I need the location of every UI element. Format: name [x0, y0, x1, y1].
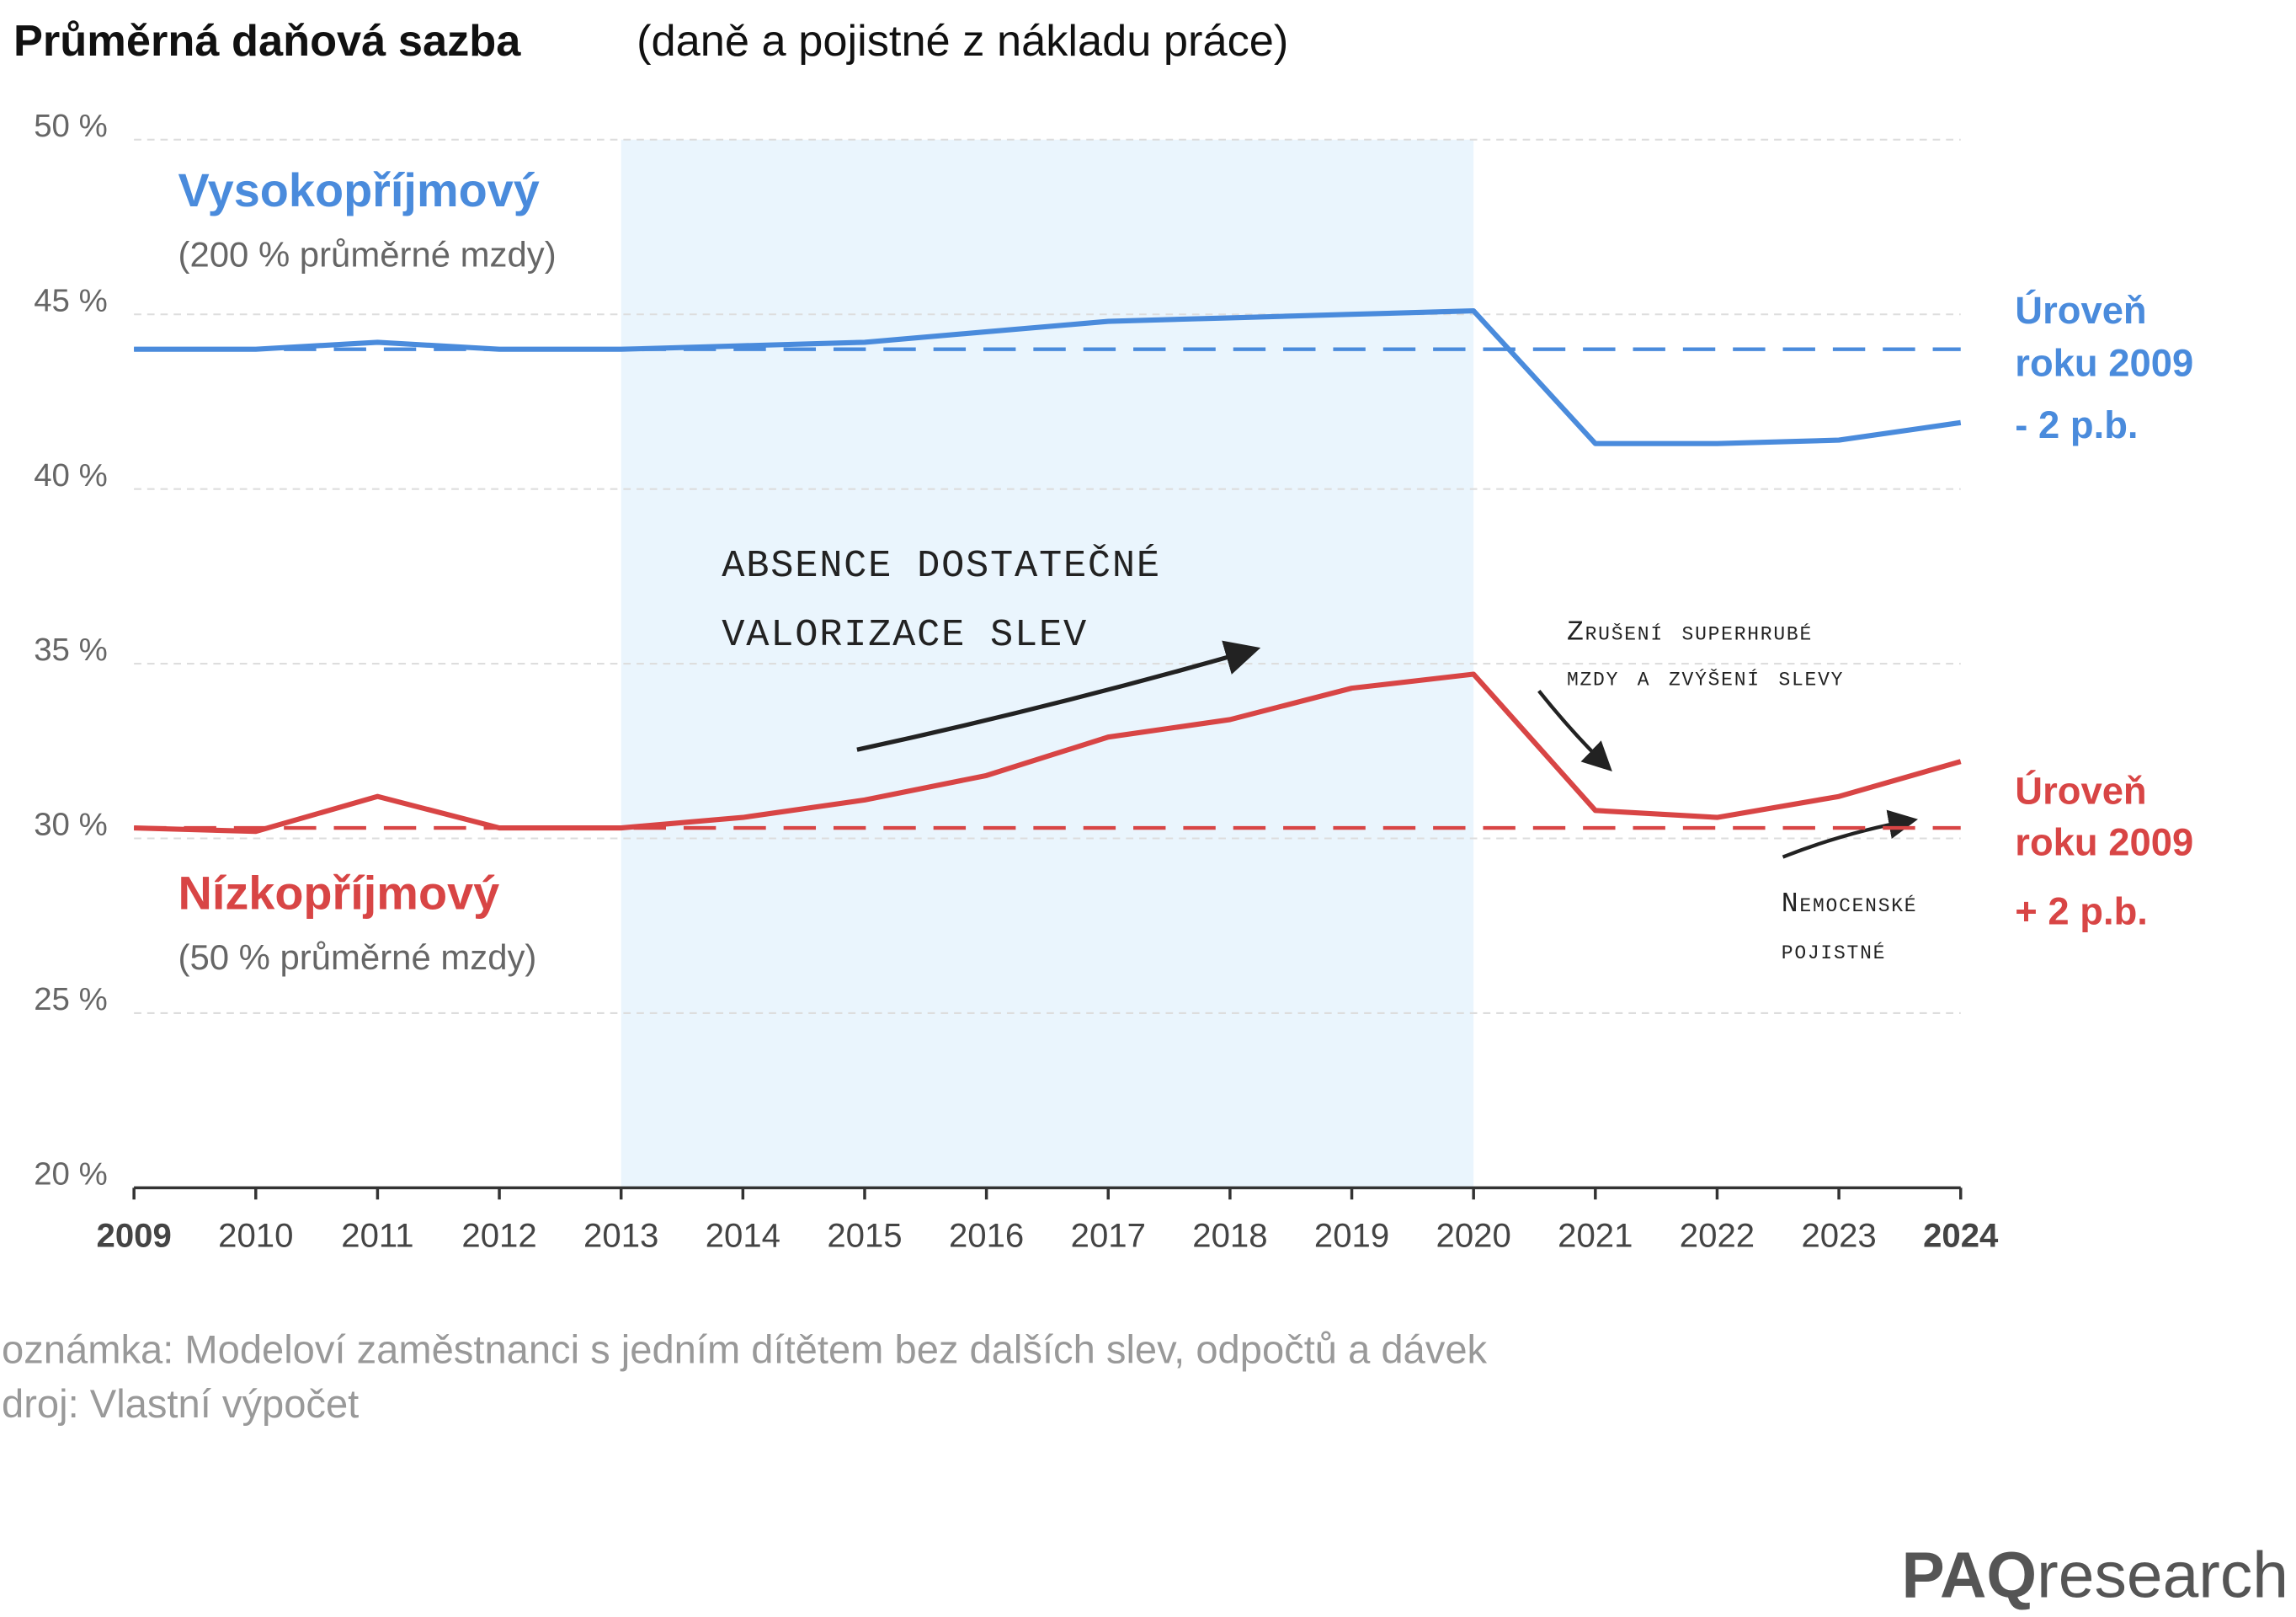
annotation: Nemocenské — [1782, 888, 1918, 920]
y-tick-label: 35 % — [34, 632, 108, 668]
x-tick-label: 2023 — [1801, 1216, 1876, 1254]
footer-source: droj: Vlastní výpočet — [2, 1381, 359, 1426]
x-tick-label: 2021 — [1558, 1216, 1633, 1254]
annotation: Zrušení superhrubé — [1567, 616, 1813, 648]
x-tick-label: 2024 — [1923, 1216, 1999, 1254]
x-tick-label: 2022 — [1680, 1216, 1755, 1254]
x-tick-label: 2010 — [218, 1216, 293, 1254]
reference-label: roku 2009 — [2015, 342, 2193, 385]
y-tick-label: 45 % — [34, 282, 108, 318]
y-tick-label: 30 % — [34, 807, 108, 843]
series-name: Vysokopříjmový — [178, 163, 540, 216]
y-tick-label: 50 % — [34, 108, 108, 144]
x-tick-label: 2012 — [461, 1216, 536, 1254]
series-line — [134, 671, 1962, 835]
annotation-arrow — [1537, 690, 1612, 771]
annotation-arrow — [1782, 809, 1919, 859]
annotation-arrow — [856, 640, 1261, 752]
x-tick-label: 2013 — [583, 1216, 658, 1254]
reference-label: Úroveň — [2015, 288, 2146, 332]
reference-label: - 2 p.b. — [2015, 403, 2138, 446]
annotation: mzdy a zvýšení slevy — [1567, 661, 1844, 693]
annotation: VALORIZACE SLEV — [722, 613, 1088, 657]
annotation: ABSENCE DOSTATEČNÉ — [722, 543, 1161, 588]
logo: PAQresearch — [1901, 1540, 2288, 1612]
y-tick-label: 20 % — [34, 1156, 108, 1193]
chart-title: Průměrná daňová sazba — [13, 17, 521, 66]
y-tick-label: 40 % — [34, 457, 108, 494]
x-tick-label: 2015 — [827, 1216, 902, 1254]
x-tick-label: 2011 — [341, 1216, 413, 1254]
series-line — [134, 308, 1962, 446]
reference-label: roku 2009 — [2015, 821, 2193, 864]
x-tick-label: 2009 — [97, 1216, 172, 1254]
x-tick-label: 2014 — [706, 1216, 780, 1254]
reference-label: Úroveň — [2015, 769, 2146, 813]
footer-note: oznámka: Modeloví zaměstnanci s jedním d… — [2, 1326, 1487, 1371]
x-tick-label: 2019 — [1314, 1216, 1389, 1254]
chart-subtitle: (daně a pojistné z nákladu práce) — [637, 17, 1288, 66]
reference-label: + 2 p.b. — [2015, 890, 2148, 933]
x-tick-label: 2017 — [1071, 1216, 1146, 1254]
x-tick-label: 2020 — [1436, 1216, 1511, 1254]
x-tick-label: 2018 — [1192, 1216, 1267, 1254]
annotation: pojistné — [1782, 935, 1886, 967]
y-tick-label: 25 % — [34, 981, 108, 1017]
series-description: (50 % průměrné mzdy) — [178, 937, 537, 977]
series-name: Nízkopříjmový — [178, 866, 500, 919]
x-tick-label: 2016 — [949, 1216, 1024, 1254]
series-description: (200 % průměrné mzdy) — [178, 235, 557, 275]
logo-bold: PAQ — [1901, 1540, 2037, 1612]
logo-rest: research — [2037, 1540, 2288, 1612]
